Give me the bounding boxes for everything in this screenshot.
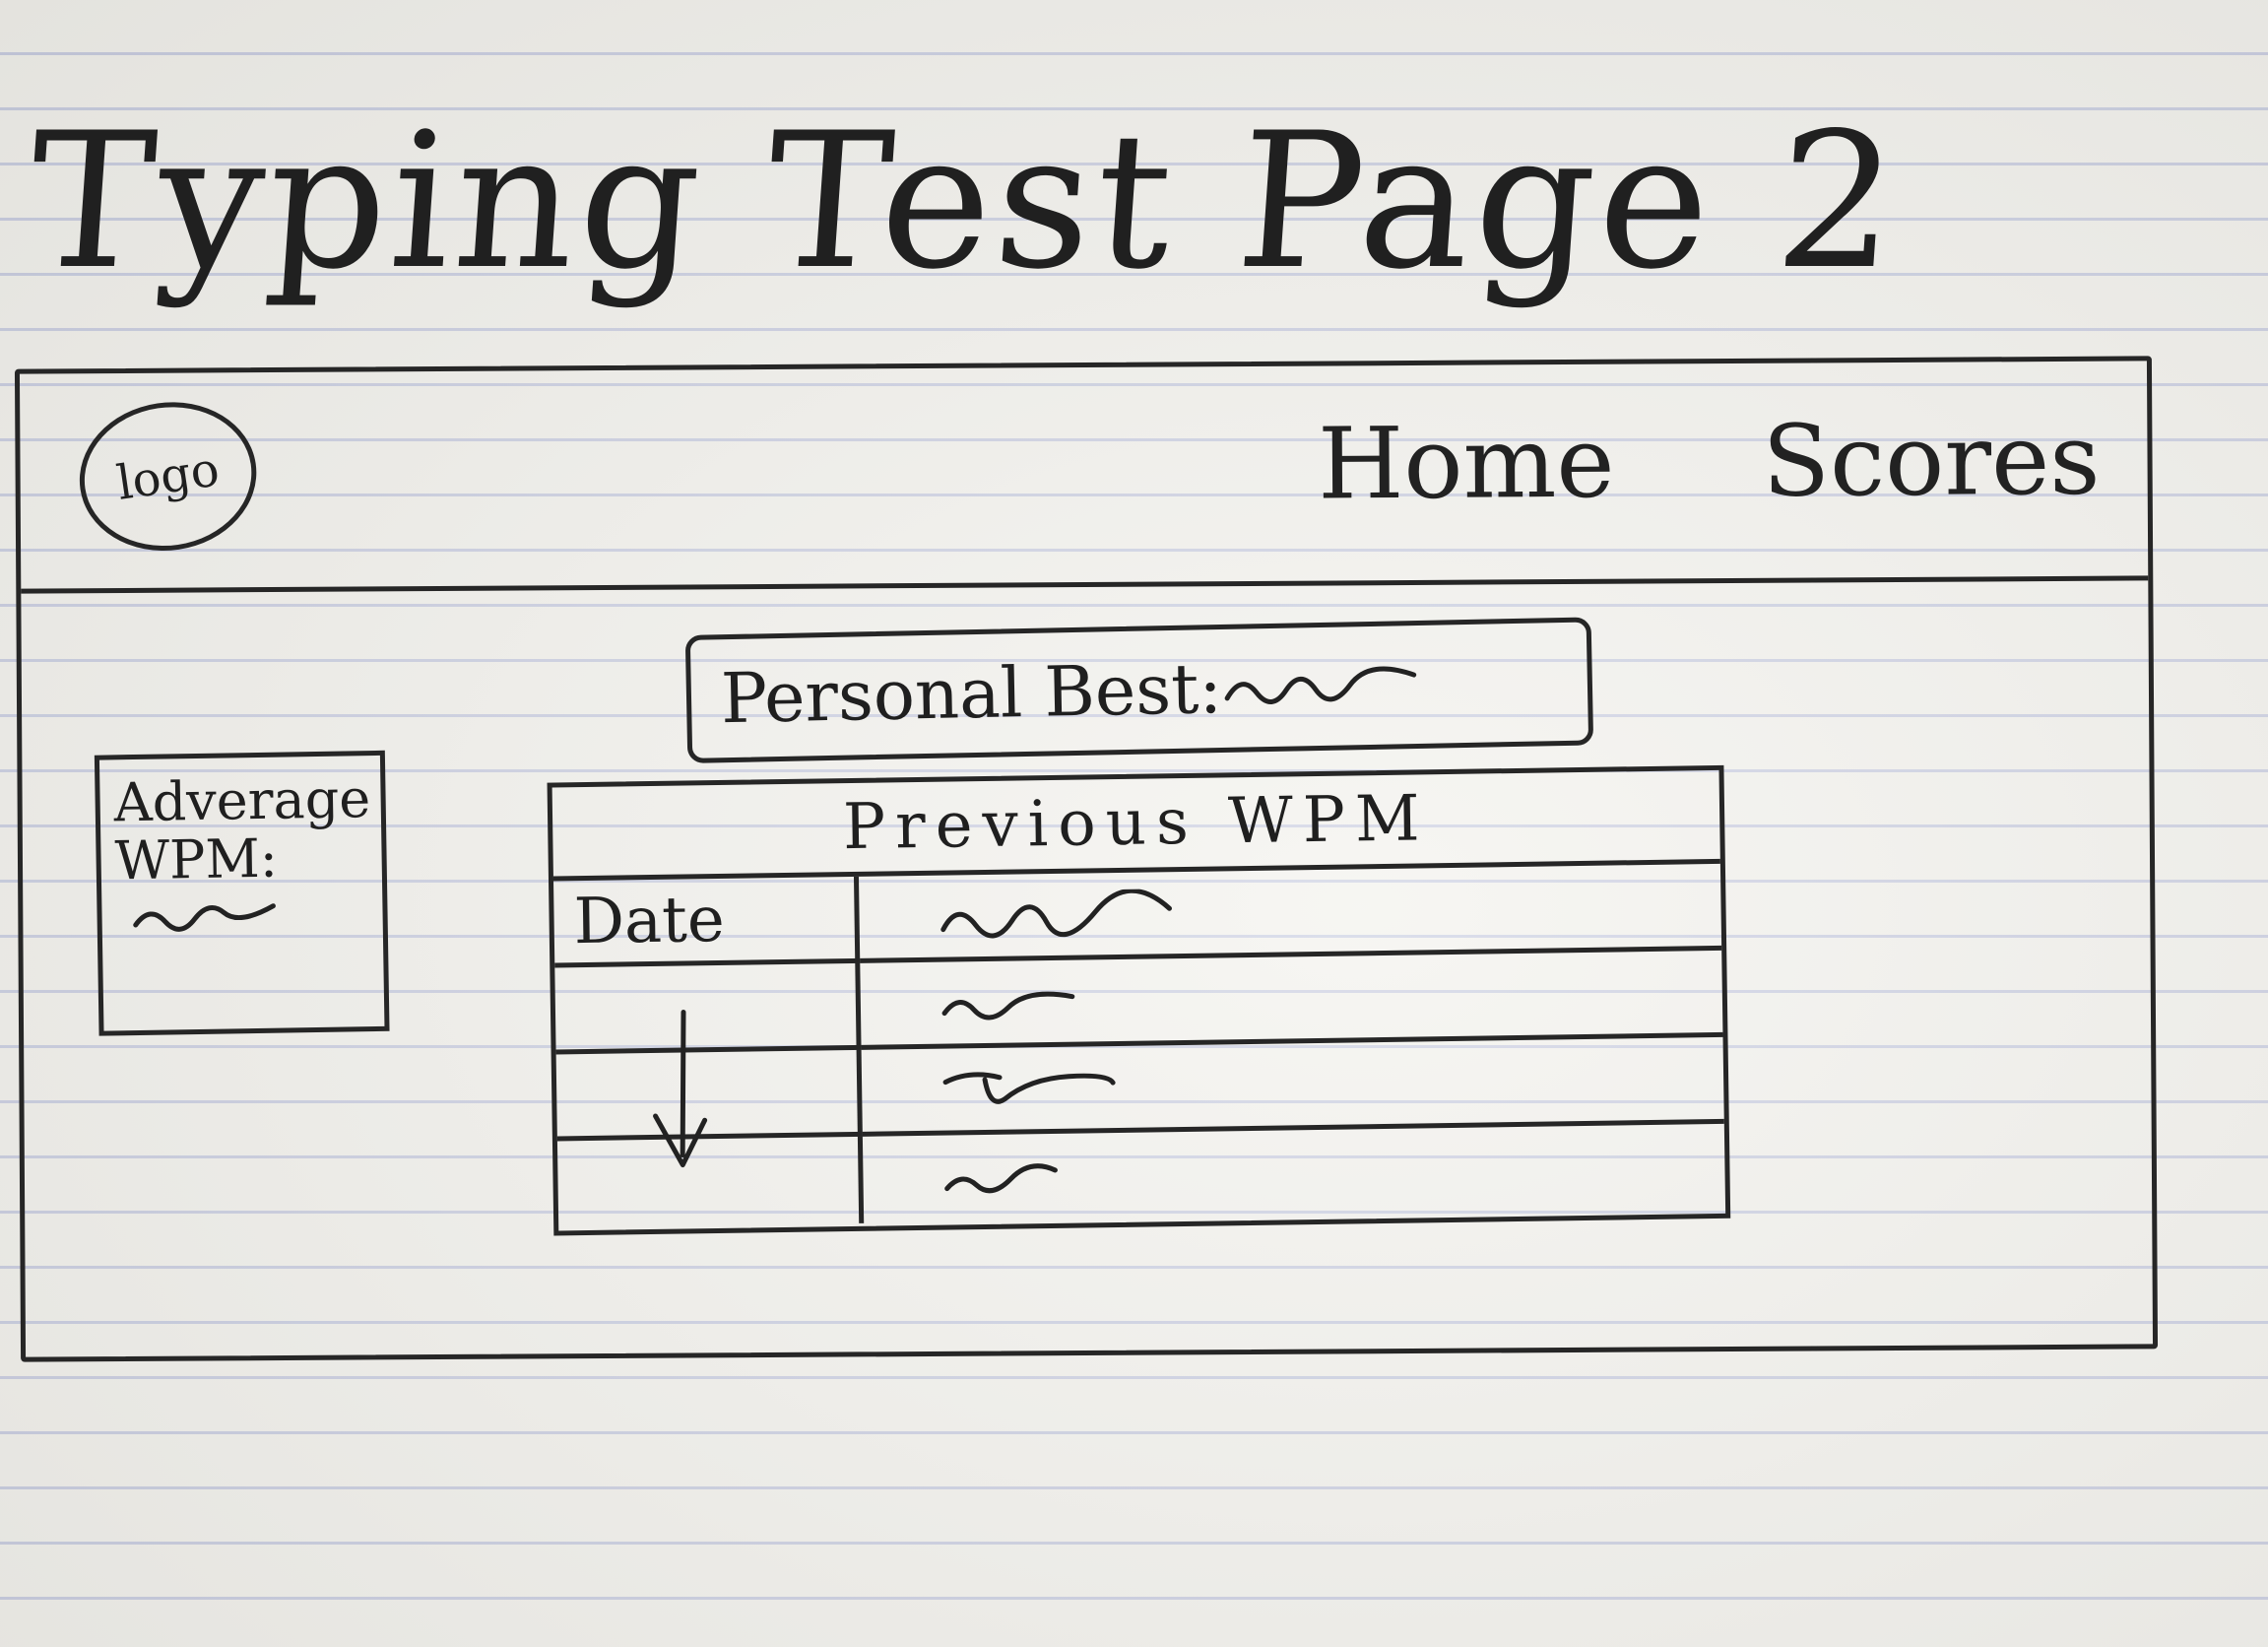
average-wpm-value-placeholder xyxy=(133,902,276,932)
personal-best-label: Personal Best: xyxy=(720,647,1223,740)
table-row xyxy=(858,863,1722,963)
table-row xyxy=(861,1036,1724,1137)
logo[interactable]: logo xyxy=(69,390,267,562)
table-body: Date xyxy=(553,863,1725,1228)
average-wpm-box: Adverage WPM: xyxy=(94,750,390,1036)
wpm-value-placeholder xyxy=(944,1163,1058,1194)
page-frame: logo Home Scores Personal Best: Adverage… xyxy=(14,356,2159,1362)
wpm-value-placeholder xyxy=(942,1071,1116,1104)
table-row xyxy=(863,1124,1725,1223)
table-row xyxy=(860,950,1723,1050)
sheet-title: Typing Test Page 2 xyxy=(22,93,1909,310)
site-header: logo Home Scores xyxy=(19,361,2149,594)
personal-best-box: Personal Best: xyxy=(684,617,1594,763)
date-column-header: Date xyxy=(553,876,861,968)
table-row-date xyxy=(556,1136,865,1228)
down-arrow-icon xyxy=(653,1010,708,1168)
main-content: Personal Best: Adverage WPM: Previous WP… xyxy=(21,580,2153,1356)
nav-scores-link[interactable]: Scores xyxy=(1762,401,2101,519)
wpm-value-placeholder xyxy=(940,888,1172,938)
logo-label: logo xyxy=(113,441,224,511)
nav-bar: Home Scores xyxy=(1317,401,2101,522)
table-title: Previous WPM xyxy=(551,769,1720,882)
nav-home-link[interactable]: Home xyxy=(1317,404,1615,522)
previous-wpm-table: Previous WPM Date xyxy=(547,764,1731,1236)
personal-best-value-placeholder xyxy=(1224,666,1417,704)
average-wpm-label: Adverage WPM: xyxy=(113,767,371,892)
wpm-value-placeholder xyxy=(941,991,1075,1020)
